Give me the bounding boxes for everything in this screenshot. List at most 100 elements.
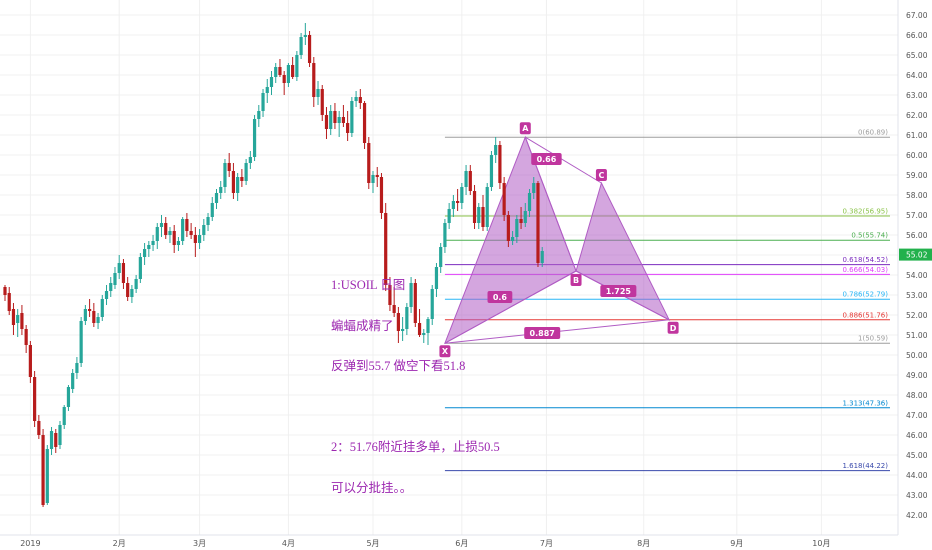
- candle-body: [367, 143, 371, 183]
- price-tick: 53.00: [906, 291, 928, 300]
- time-tick: 7月: [540, 539, 553, 548]
- candle-body: [210, 203, 214, 217]
- candle-body: [511, 237, 515, 241]
- candle-body: [181, 219, 185, 241]
- candle-body: [405, 307, 409, 329]
- candle-body: [176, 241, 181, 245]
- candle-body: [104, 291, 109, 299]
- candle-body: [244, 163, 248, 181]
- candle-body: [494, 145, 498, 155]
- time-tick: 9月: [730, 539, 743, 548]
- time-axis: 2019 2月 3月 4月 5月 6月 7月 8月 9月 10月: [0, 534, 898, 548]
- candle-body: [96, 317, 100, 323]
- candle-body: [489, 155, 494, 187]
- pattern-ratio-label: 0.6: [493, 293, 508, 302]
- candle-body: [248, 157, 252, 163]
- pattern-point-a: A: [522, 124, 529, 133]
- price-tick: 59.00: [906, 171, 928, 180]
- candle-body: [329, 111, 333, 129]
- candle-body: [83, 309, 87, 321]
- candle-body: [320, 89, 324, 115]
- price-tick: 65.00: [906, 51, 928, 60]
- candle-body: [291, 65, 295, 77]
- candle-body: [417, 323, 422, 335]
- time-tick: 3月: [193, 539, 206, 548]
- price-tick: 58.00: [906, 191, 928, 200]
- candle-body: [58, 425, 62, 445]
- candle-body: [24, 329, 28, 345]
- candle-body: [519, 219, 523, 223]
- candle-body: [206, 217, 210, 225]
- candle-body: [472, 191, 477, 223]
- candle-body: [392, 305, 396, 313]
- annotation-line-5: 2：51.76附近挂多单，止损50.5: [331, 440, 500, 454]
- candle-body: [337, 117, 341, 123]
- pattern-point-d-bg: [667, 321, 679, 334]
- candle-body: [151, 241, 155, 245]
- annotation-line-1: 1:USOIL 日图: [331, 278, 406, 292]
- candle-body: [316, 89, 320, 97]
- price-tick: 60.00: [906, 151, 928, 160]
- pattern-leg: [525, 136, 602, 184]
- candle-body: [7, 293, 11, 311]
- candle-body: [468, 171, 472, 191]
- pattern-leg: [444, 270, 577, 344]
- candle-body: [252, 119, 257, 157]
- candle-body: [66, 387, 71, 407]
- candle-body: [159, 223, 164, 227]
- candle-body: [540, 251, 544, 263]
- candle-body: [11, 309, 16, 325]
- candle-body: [227, 163, 231, 171]
- time-tick: 2019: [20, 539, 40, 548]
- candle-body: [464, 171, 468, 187]
- price-tick: 62.00: [906, 111, 928, 120]
- candle-body: [33, 377, 37, 421]
- candle-body: [88, 309, 92, 311]
- fib-level-label: 0.786(52.79): [842, 291, 888, 299]
- candle-body: [346, 123, 350, 133]
- pattern-ratio-label-bg: [600, 285, 637, 297]
- candle-body: [426, 319, 430, 333]
- candle-body: [375, 175, 379, 177]
- bat-pattern: [443, 135, 671, 345]
- price-tick: 48.00: [906, 391, 928, 400]
- pattern-ratio-label-bg: [524, 327, 561, 339]
- last-price-tag: 55.02: [906, 251, 928, 260]
- candle-body: [451, 201, 455, 209]
- candle-body: [388, 285, 392, 305]
- pattern-point-d: D: [670, 324, 677, 333]
- candle-body: [286, 65, 291, 83]
- price-tick: 49.00: [906, 371, 928, 380]
- candle-body: [502, 183, 506, 215]
- fib-level-label: 0.5(55.74): [851, 232, 888, 240]
- annotation-text: 1:USOIL 日图 蝙蝠成精了 反弹到55.7 做空下看51.8 2：51.7…: [331, 252, 500, 509]
- time-tick: 6月: [455, 539, 468, 548]
- pattern-ratio-label: 0.66: [537, 155, 557, 164]
- candle-body: [75, 363, 79, 373]
- candle-body: [197, 235, 202, 243]
- price-tick: 54.00: [906, 271, 928, 280]
- candle-body: [155, 227, 159, 241]
- candle-body: [274, 67, 278, 77]
- pattern-point-c-bg: [595, 169, 607, 181]
- candle-body: [523, 211, 527, 223]
- price-tick: 67.00: [906, 11, 928, 20]
- candle-body: [371, 175, 375, 183]
- candle-body: [168, 231, 172, 235]
- candle-body: [134, 279, 138, 289]
- candle-body: [456, 201, 460, 203]
- candle-body: [3, 287, 7, 295]
- candle-body: [79, 321, 83, 363]
- candle-body: [37, 421, 41, 435]
- candle-body: [506, 215, 510, 241]
- time-tick: 2月: [113, 539, 126, 548]
- price-tick: 51.00: [906, 331, 928, 340]
- candle-body: [324, 115, 329, 129]
- pattern-ratio-label: 1.725: [606, 287, 632, 296]
- pattern-ratio-label-bg: [487, 291, 513, 303]
- price-axis: 42.00 43.00 44.00 45.00 46.00 47.00 48.00 49.00…: [897, 0, 932, 550]
- price-tick: 45.00: [906, 451, 928, 460]
- candle-body: [16, 315, 20, 323]
- candle-body: [20, 313, 24, 329]
